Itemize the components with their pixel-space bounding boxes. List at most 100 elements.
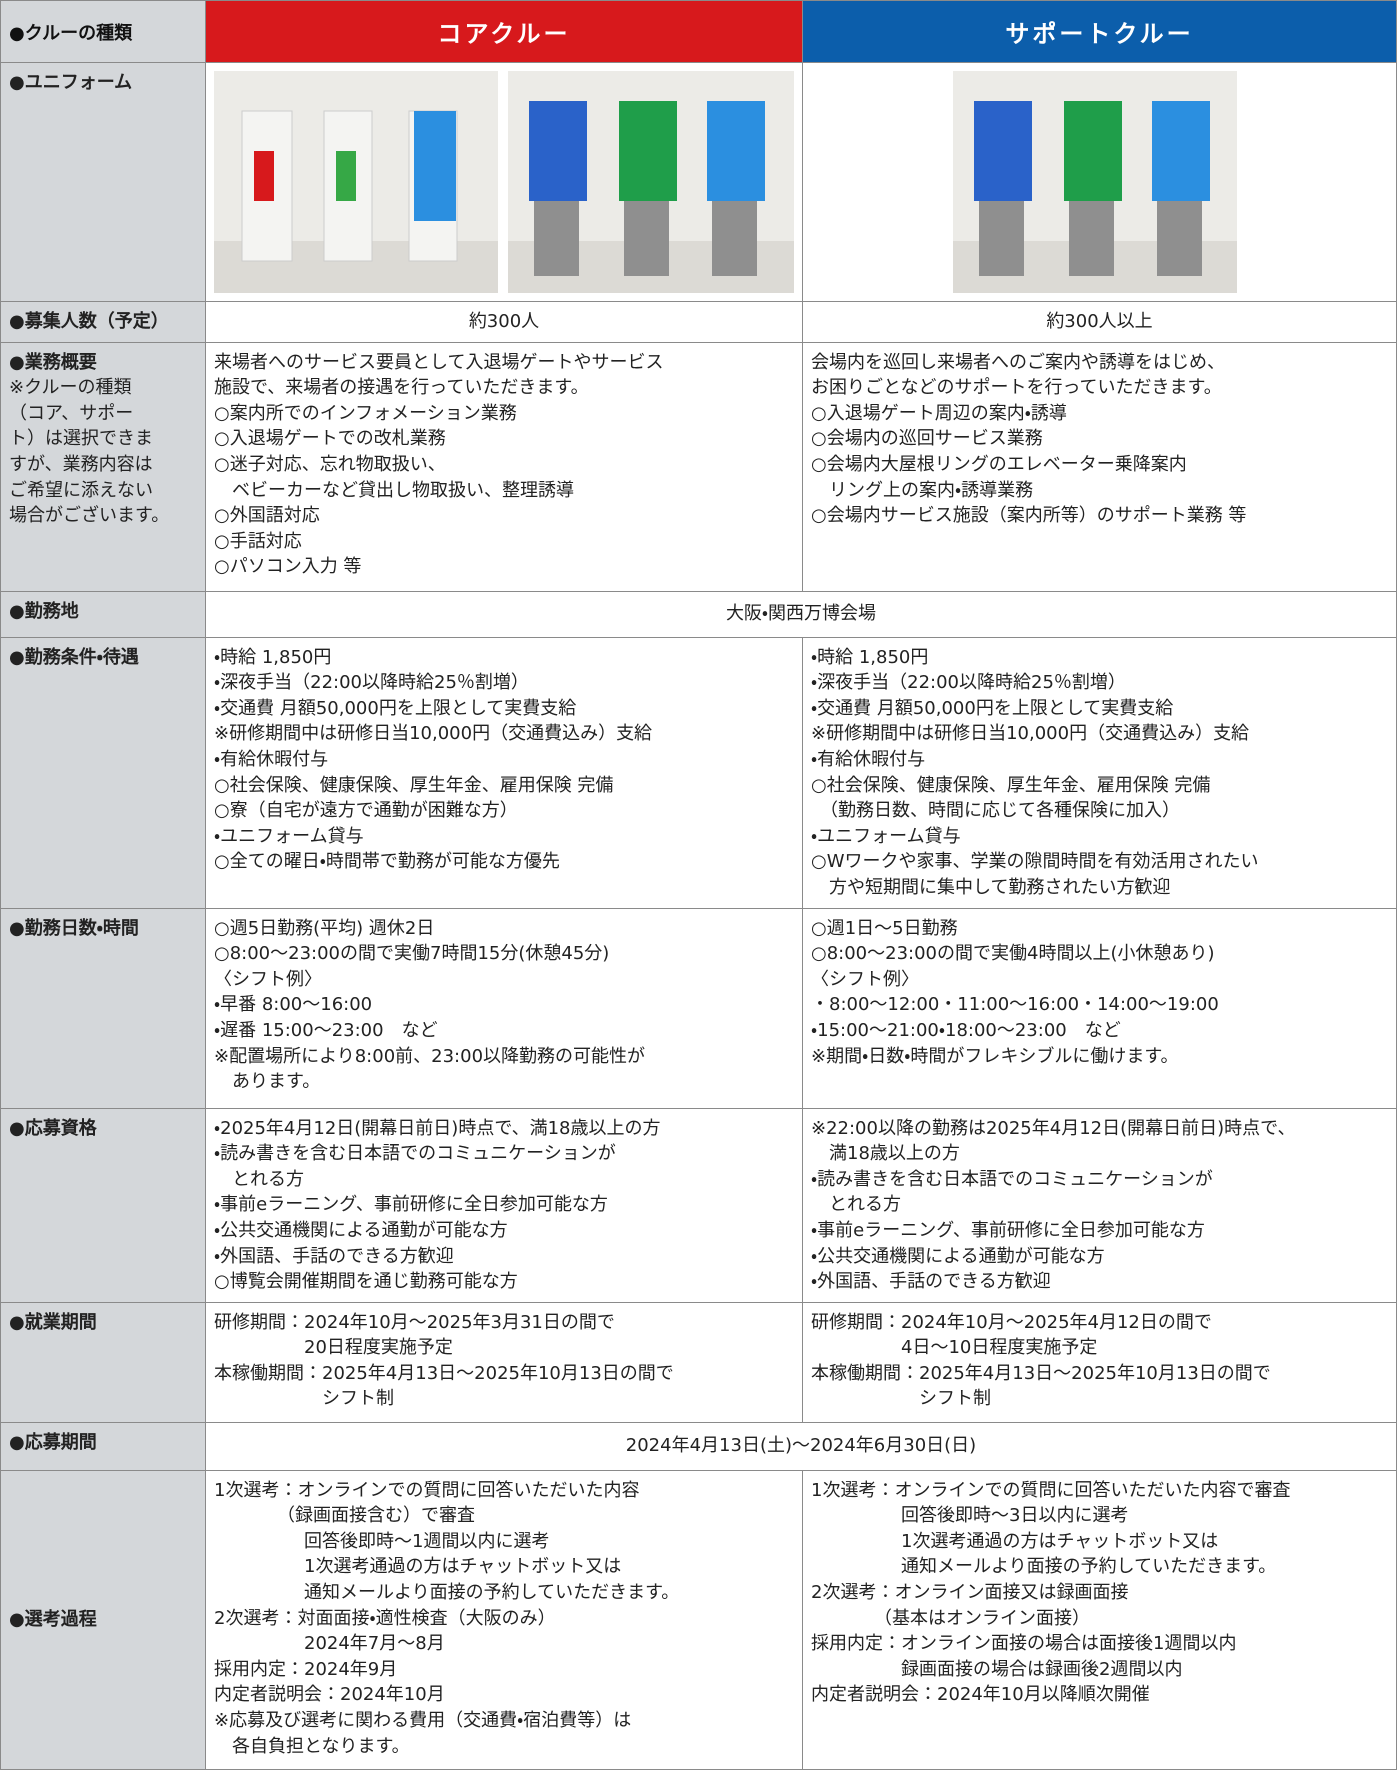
text-line: 通知メールより面接の予約していただきます。 bbox=[811, 1556, 1277, 1578]
text-line: ○8:00～23:00の間で実働4時間以上(小休憩あり) bbox=[811, 943, 1215, 965]
text-line: ○週1日～5日勤務 bbox=[811, 917, 958, 939]
text-line: リング上の案内・誘導業務 bbox=[811, 479, 1034, 501]
label-line: ●ユニフォーム bbox=[9, 72, 133, 93]
core-uniform-photos bbox=[214, 71, 794, 293]
text-line: ※研修期間中は研修日当10,000円（交通費込み）支給 bbox=[811, 723, 1250, 745]
text-line: ・事前eラーニング、事前研修に全日参加可能な方 bbox=[214, 1194, 608, 1216]
text-line: 大阪・関西万博会場 bbox=[725, 603, 877, 625]
text-line: とれる方 bbox=[214, 1168, 304, 1190]
text-line: 研修期間：2024年10月～2025年4月12日の間で bbox=[811, 1311, 1212, 1333]
row-label: ●応募期間 bbox=[0, 1421, 206, 1471]
core-cell: 1次選考：オンラインでの質問に回答いただいた内容 （録画面接含む）で審査 回答後… bbox=[205, 1469, 803, 1770]
support-cell: 1次選考：オンラインでの質問に回答いただいた内容で審査 回答後即時～3日以内に選… bbox=[802, 1469, 1397, 1770]
text-line: ・読み書きを含む日本語でのコミュニケーションが bbox=[214, 1143, 616, 1165]
text-line: ・有給休暇付与 bbox=[811, 748, 926, 770]
text-line: ●勤務日数・時間 bbox=[9, 917, 139, 939]
table-row: ●勤務地 大阪・関西万博会場 bbox=[0, 590, 1397, 638]
text-line: 各自負担となります。 bbox=[214, 1735, 410, 1757]
support-uniform-photo bbox=[953, 71, 1237, 293]
text-line: （基本はオンライン面接） bbox=[811, 1607, 1090, 1629]
core-header: コアクルー bbox=[205, 0, 803, 63]
text-line: （録画面接含む）で審査 bbox=[214, 1505, 475, 1527]
text-line: ●業務概要 bbox=[9, 351, 97, 373]
core-cell: ○週5日勤務(平均) 週休2日 ○8:00～23:00の間で実働7時間15分(休憩… bbox=[205, 907, 803, 1109]
text-line: ・公共交通機関による通勤が可能な方 bbox=[811, 1245, 1105, 1267]
support-cell: 約300人以上 bbox=[802, 300, 1397, 343]
text-line: ・外国語、手話のできる方歓迎 bbox=[214, 1245, 454, 1267]
text-line: ○週5日勤務(平均) 週休2日 bbox=[214, 917, 435, 939]
core-uniform bbox=[205, 62, 803, 302]
text-line: ・事前eラーニング、事前研修に全日参加可能な方 bbox=[811, 1219, 1205, 1241]
text-line: ・有給休暇付与 bbox=[214, 748, 329, 770]
text-line: 1次選考：オンラインでの質問に回答いただいた内容 bbox=[214, 1479, 640, 1501]
text-line: ・15:00～21:00・18:00～23:00 など bbox=[811, 1019, 1121, 1041]
text-line: 通知メールより面接の予約していただきます。 bbox=[214, 1582, 680, 1604]
row-label: ●選考過程 bbox=[0, 1469, 206, 1770]
core-cell: 約300人 bbox=[205, 300, 803, 343]
text-line: とれる方 bbox=[811, 1194, 901, 1216]
text-line: 方や短期間に集中して勤務されたい方歓迎 bbox=[811, 876, 1171, 898]
text-line: 採用内定：2024年9月 bbox=[214, 1658, 398, 1680]
text-line: 約300人 bbox=[468, 310, 540, 332]
row-label: ●業務概要 ※クルーの種類 （コア、サポー ト）は選択できま すが、業務内容は ご希望に添… bbox=[0, 341, 206, 592]
text-line: ・時給 1,850円 bbox=[811, 646, 929, 668]
header-row: ●クルーの種類 コアクルー サポートクルー bbox=[0, 0, 1397, 63]
support-cell: ※22:00以降の勤務は2025年4月12日(開幕日前日)時点で、 満18歳以上… bbox=[802, 1107, 1397, 1303]
uniform-row: ●ユニフォーム bbox=[0, 62, 1397, 302]
text-line: ※22:00以降の勤務は2025年4月12日(開幕日前日)時点で、 bbox=[811, 1117, 1296, 1139]
text-line: 1次選考通過の方はチャットボット又は bbox=[811, 1530, 1219, 1552]
text-line: ●選考過程 bbox=[9, 1608, 97, 1630]
text-line: 内定者説明会：2024年10月 bbox=[214, 1684, 445, 1706]
support-uniform bbox=[802, 62, 1397, 302]
text-line: ○博覧会開催期間を通じ勤務可能な方 bbox=[214, 1271, 518, 1293]
text-line: 2次選考：オンライン面接又は録画面接 bbox=[811, 1582, 1129, 1604]
header-label: ●クルーの種類 bbox=[0, 0, 206, 63]
text-line: シフト制 bbox=[811, 1388, 991, 1410]
text-line: 研修期間：2024年10月～2025年3月31日の間で bbox=[214, 1311, 615, 1333]
table-row: ●就業期間 研修期間：2024年10月～2025年3月31日の間で 20日程度実施… bbox=[0, 1301, 1397, 1423]
text-line: ・読み書きを含む日本語でのコミュニケーションが bbox=[811, 1168, 1213, 1190]
text-line: （勤務日数、時間に応じて各種保険に加入） bbox=[811, 800, 1180, 822]
support-cell: 研修期間：2024年10月～2025年4月12日の間で 4日～10日程度実施予定… bbox=[802, 1301, 1397, 1423]
text-line: ●応募期間 bbox=[9, 1431, 97, 1453]
core-cell: ・時給 1,850円 ・深夜手当（22:00以降時給25％割増） ・交通費 月額50… bbox=[205, 636, 803, 909]
text-line: 1次選考通過の方はチャットボット又は bbox=[214, 1556, 622, 1578]
uniform-label: ●ユニフォーム bbox=[0, 62, 206, 302]
text-line: 2024年4月13日(土)～2024年6月30日(日) bbox=[625, 1435, 977, 1457]
text-line: ●勤務条件・待遇 bbox=[9, 646, 139, 668]
text-line: ●応募資格 bbox=[9, 1117, 97, 1139]
text-line: ・公共交通機関による通勤が可能な方 bbox=[214, 1219, 508, 1241]
core-cell: 来場者へのサービス要員として入退場ゲートやサービス 施設で、来場者の接遇を行ってい… bbox=[205, 341, 803, 592]
text-line: ・早番 8:00～16:00 bbox=[214, 994, 373, 1016]
text-line: （コア、サポー bbox=[9, 402, 134, 424]
text-line: ●募集人数（予定） bbox=[9, 310, 169, 332]
text-line: ・外国語、手話のできる方歓迎 bbox=[811, 1271, 1051, 1293]
text-line: ○Wワークや家事、学業の隙間時間を有効活用されたい bbox=[811, 851, 1259, 873]
text-line: 来場者へのサービス要員として入退場ゲートやサービス bbox=[214, 351, 664, 373]
table-row: ●選考過程 1次選考：オンラインでの質問に回答いただいた内容 （録画面接含む）で審… bbox=[0, 1469, 1397, 1770]
text-line: ○入退場ゲート周辺の案内・誘導 bbox=[811, 402, 1067, 424]
table-row: ●勤務条件・待遇 ・時給 1,850円 ・深夜手当（22:00以降時給25％割増）・… bbox=[0, 636, 1397, 909]
text-line: ○会場内サービス施設（案内所等）のサポート業務 等 bbox=[811, 505, 1247, 527]
table-row: ●応募期間 2024年4月13日(土)～2024年6月30日(日) bbox=[0, 1421, 1397, 1471]
text-line: ○会場内の巡回サービス業務 bbox=[811, 428, 1043, 450]
text-line: 会場内を巡回し来場者へのご案内や誘導をはじめ、 bbox=[811, 351, 1225, 373]
text-line: ベビーカーなど貸出し物取扱い、整理誘導 bbox=[214, 479, 574, 501]
table-row: ●応募資格 ・2025年4月12日(開幕日前日)時点で、満18歳以上の方 ・読み書き… bbox=[0, 1107, 1397, 1303]
text-line: ○パソコン入力 等 bbox=[214, 556, 362, 578]
text-line: 2次選考：対面面接・適性検査（大阪のみ） bbox=[214, 1607, 556, 1629]
text-line: ○全ての曜日・時間帯で勤務が可能な方優先 bbox=[214, 851, 560, 873]
text-line: ※応募及び選考に関わる費用（交通費・宿泊費等）は bbox=[214, 1710, 632, 1732]
text-line: 〈シフト例〉 bbox=[214, 968, 322, 990]
row-label: ●募集人数（予定） bbox=[0, 300, 206, 343]
text-line: 本稼働期間：2025年4月13日～2025年10月13日の間で bbox=[214, 1362, 674, 1384]
row-label: ●応募資格 bbox=[0, 1107, 206, 1303]
text-line: ・交通費 月額50,000円を上限として実費支給 bbox=[214, 697, 577, 719]
text-line: 20日程度実施予定 bbox=[214, 1337, 453, 1359]
text-line: シフト制 bbox=[214, 1388, 394, 1410]
text-line: ○外国語対応 bbox=[214, 505, 320, 527]
text-line: ○手話対応 bbox=[214, 530, 302, 552]
text-line: あります。 bbox=[214, 1071, 321, 1093]
text-line: ・時給 1,850円 bbox=[214, 646, 332, 668]
